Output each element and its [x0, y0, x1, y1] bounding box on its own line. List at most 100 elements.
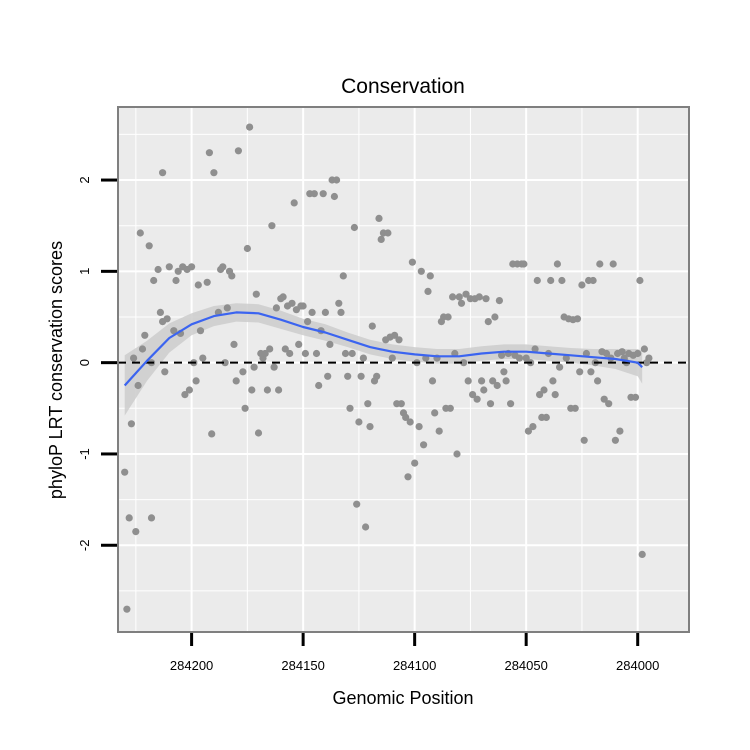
- x-tick-label: 284100: [393, 658, 436, 673]
- data-point: [136, 229, 144, 237]
- data-point: [600, 395, 608, 403]
- data-point: [281, 345, 289, 353]
- data-point: [134, 381, 142, 390]
- smooth-line-group: [123, 311, 643, 387]
- data-point: [174, 267, 182, 275]
- data-point: [344, 372, 352, 380]
- data-point: [446, 404, 454, 412]
- data-point: [426, 272, 434, 280]
- data-point: [587, 368, 595, 376]
- y-tick-label: 0: [77, 359, 92, 366]
- data-point: [638, 550, 646, 559]
- data-point: [524, 427, 533, 435]
- data-point: [268, 222, 276, 230]
- data-point: [515, 354, 524, 362]
- data-point: [348, 349, 356, 358]
- data-point: [611, 436, 620, 444]
- data-point: [254, 429, 263, 437]
- data-point: [482, 295, 490, 303]
- data-point: [645, 354, 653, 362]
- data-point: [582, 349, 591, 358]
- data-point: [219, 263, 227, 271]
- y-axis: -2 -1 0 1 2: [77, 176, 117, 551]
- data-point: [304, 318, 312, 326]
- data-point: [357, 372, 365, 380]
- data-point: [326, 340, 334, 348]
- data-point: [208, 430, 216, 438]
- data-point: [288, 299, 296, 307]
- data-point: [480, 386, 488, 394]
- panel-frame: [117, 106, 690, 633]
- data-point: [261, 349, 269, 358]
- data-point: [540, 386, 548, 394]
- data-point: [312, 349, 321, 358]
- data-point: [333, 176, 341, 184]
- data-point: [234, 147, 242, 155]
- data-point: [263, 386, 271, 394]
- data-point: [520, 260, 528, 268]
- data-point: [602, 349, 611, 358]
- data-point: [339, 272, 347, 280]
- data-point: [500, 368, 508, 376]
- data-point: [547, 276, 555, 285]
- data-point: [123, 605, 131, 613]
- data-point: [531, 345, 539, 353]
- data-point: [272, 304, 280, 312]
- data-point: [346, 404, 354, 412]
- data-point: [457, 299, 466, 307]
- data-point: [241, 404, 249, 412]
- data-point: [420, 441, 428, 449]
- y-axis-label: phyloP LRT conservation scores: [46, 241, 66, 499]
- data-point: [489, 377, 497, 385]
- data-point: [192, 377, 200, 385]
- data-point: [159, 169, 167, 177]
- data-point: [121, 468, 129, 476]
- data-point: [188, 263, 196, 271]
- data-point: [556, 363, 564, 371]
- plot-panel: [118, 107, 689, 632]
- data-point: [330, 192, 338, 201]
- data-point: [529, 423, 537, 431]
- data-point: [145, 242, 153, 250]
- data-point: [571, 404, 579, 412]
- chart-title: Conservation: [341, 75, 465, 98]
- data-point: [185, 386, 193, 394]
- data-point: [275, 386, 283, 394]
- data-point: [335, 299, 343, 307]
- data-point: [156, 308, 164, 316]
- x-axis-label: Genomic Position: [332, 688, 473, 708]
- data-point: [364, 400, 372, 408]
- data-point: [551, 391, 559, 399]
- data-point: [203, 278, 211, 286]
- data-point: [397, 400, 405, 408]
- data-point: [337, 308, 345, 316]
- data-point: [558, 276, 566, 285]
- data-point: [355, 418, 363, 426]
- y-tick-label: 2: [77, 176, 92, 183]
- data-point: [194, 281, 202, 289]
- data-point: [165, 263, 173, 271]
- data-point: [299, 302, 307, 310]
- data-point: [161, 368, 169, 376]
- panel-background: [118, 107, 689, 632]
- data-point: [279, 293, 287, 301]
- x-tick-label: 284050: [504, 658, 547, 673]
- data-point: [453, 450, 461, 458]
- scatter-points: [121, 123, 653, 613]
- data-point: [424, 287, 432, 295]
- data-point: [484, 318, 492, 326]
- data-point: [239, 368, 247, 376]
- data-point: [444, 313, 452, 321]
- data-point: [243, 244, 251, 253]
- data-point: [270, 363, 278, 371]
- data-point: [609, 260, 617, 268]
- data-point: [295, 340, 303, 348]
- data-point: [428, 377, 437, 385]
- data-point: [359, 354, 367, 362]
- data-point: [232, 377, 240, 385]
- data-point: [580, 436, 588, 444]
- data-point: [130, 354, 138, 362]
- data-point: [495, 297, 503, 305]
- data-point: [181, 391, 189, 399]
- data-point: [491, 313, 499, 321]
